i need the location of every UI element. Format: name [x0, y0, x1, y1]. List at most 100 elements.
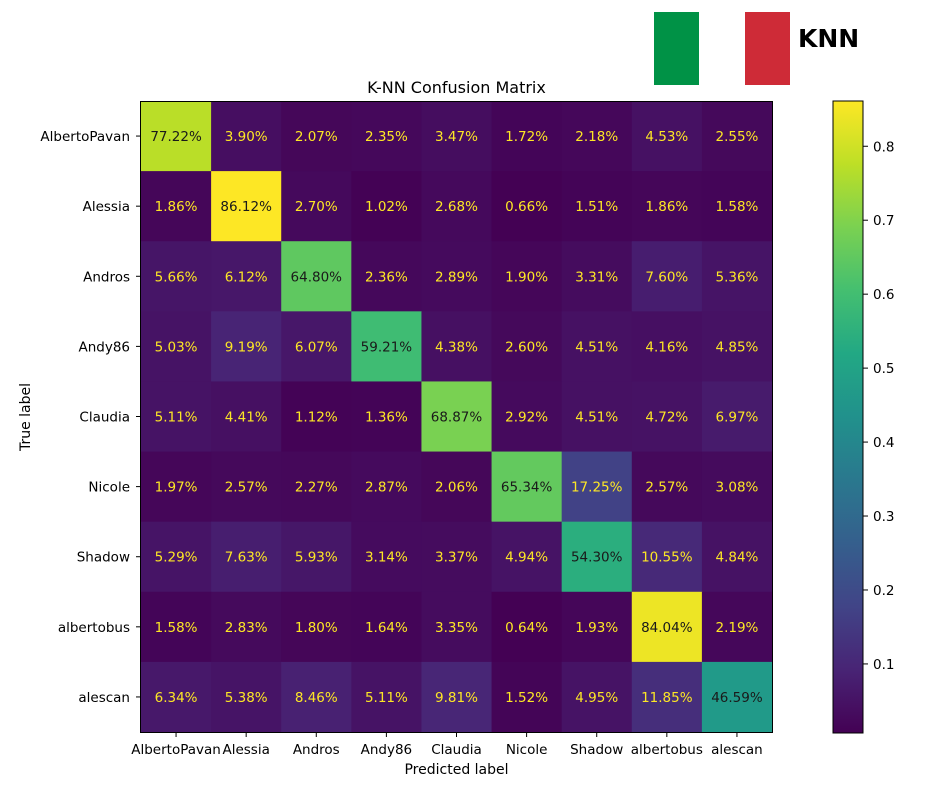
cell-value-label: 6.34% [155, 690, 198, 706]
cell-value-label: 5.11% [365, 690, 408, 706]
cell-value-label: 1.90% [505, 269, 548, 285]
heatmap-cell [211, 311, 282, 382]
heatmap-cell [491, 381, 563, 453]
cell-value-label: 0.64% [505, 620, 548, 636]
colorbar-ticks: 0.1 0.2 0.3 0.4 0.5 0.6 0.7 0.8 [863, 139, 894, 673]
cell-value-label: 2.35% [365, 129, 408, 145]
x-tick-label: Shadow [570, 742, 623, 758]
x-tick-label: Nicole [506, 742, 548, 758]
heatmap-cell [211, 591, 282, 663]
heatmap-cell [351, 661, 422, 733]
cell-value-label: 6.97% [715, 410, 758, 426]
cell-value-label: 4.16% [645, 339, 688, 355]
y-tick-label: albertobus [58, 620, 130, 636]
heatmap-cell [561, 101, 633, 172]
heatmap-cell [281, 171, 352, 242]
heatmap-cell [141, 311, 212, 382]
cell-value-label: 2.87% [365, 480, 408, 496]
colorbar-tick-label: 0.8 [873, 139, 894, 155]
heatmap-cell [281, 451, 352, 523]
heatmap-cell [631, 101, 703, 172]
y-tick-label: Shadow [77, 550, 130, 566]
y-tick-label: Claudia [79, 410, 130, 426]
heatmap-cell [631, 661, 703, 733]
cell-value-label: 9.81% [435, 690, 478, 706]
heatmap-cell [281, 381, 352, 453]
heatmap-cell [281, 591, 352, 663]
heatmap-cell [281, 661, 352, 733]
heatmap-cell [631, 311, 703, 382]
cell-value-label: 8.46% [295, 690, 338, 706]
colorbar-tick-label: 0.1 [873, 657, 894, 673]
cell-value-label: 2.07% [295, 129, 338, 145]
heatmap-cell [211, 241, 282, 312]
heatmap-cell [421, 311, 493, 382]
cell-value-label: 1.72% [505, 129, 548, 145]
heatmap-cell [141, 591, 212, 663]
cell-value-label: 2.70% [295, 199, 338, 215]
colorbar-tick-label: 0.3 [873, 509, 894, 525]
heatmap-cell [491, 101, 563, 172]
cell-value-label: 5.11% [155, 410, 198, 426]
heatmap-cell [421, 451, 493, 523]
cell-value-label: 4.94% [505, 550, 548, 566]
cell-value-label: 1.86% [645, 199, 688, 215]
y-axis-ticks: AlbertoPavan Alessia Andros Andy86 Claudia Ni… [40, 129, 141, 706]
cell-value-label: 3.08% [715, 480, 758, 496]
cell-value-label: 5.93% [295, 550, 338, 566]
cell-value-label: 2.06% [435, 480, 478, 496]
heatmap-cell [351, 101, 422, 172]
heatmap-cell [421, 591, 493, 663]
heatmap-cell [701, 591, 773, 663]
cell-value-label: 5.38% [225, 690, 268, 706]
cell-value-label: 2.92% [505, 410, 548, 426]
cell-value-label: 2.89% [435, 269, 478, 285]
heatmap-cell [561, 591, 633, 663]
colorbar-tick-label: 0.5 [873, 361, 894, 377]
cell-value-label: 59.21% [361, 339, 413, 355]
y-tick-label: Andy86 [78, 339, 130, 355]
cell-value-label: 11.85% [641, 690, 693, 706]
heatmap-cell [631, 451, 703, 523]
cell-value-label: 46.59% [711, 690, 763, 706]
cell-value-label: 2.18% [575, 129, 618, 145]
heatmap-cells [141, 101, 773, 733]
cell-value-label: 4.51% [575, 410, 618, 426]
heatmap-cell [281, 311, 352, 382]
colorbar-tick-label: 0.7 [873, 213, 894, 229]
heatmap-cell [631, 241, 703, 312]
heatmap-cell [421, 521, 493, 593]
cell-value-label: 1.86% [155, 199, 198, 215]
heatmap-cell [281, 241, 352, 312]
cell-value-label: 65.34% [501, 480, 553, 496]
heatmap-cell [701, 171, 773, 242]
heatmap-cell [561, 521, 633, 593]
cell-value-label: 4.41% [225, 410, 268, 426]
x-tick-label: Alessia [222, 742, 269, 758]
flag-white-band [699, 12, 745, 85]
cell-value-label: 2.57% [225, 480, 268, 496]
colorbar-tick-label: 0.4 [873, 435, 894, 451]
cell-value-label: 5.66% [155, 269, 198, 285]
cell-value-label: 3.37% [435, 550, 478, 566]
cell-value-label: 54.30% [571, 550, 623, 566]
heatmap-cell [141, 171, 212, 242]
heatmap-cell [701, 451, 773, 523]
heatmap-cell [631, 521, 703, 593]
heatmap-cell [351, 591, 422, 663]
cell-value-label: 2.57% [645, 480, 688, 496]
cell-value-label: 2.68% [435, 199, 478, 215]
heatmap-cell [281, 101, 352, 172]
y-tick-label: Andros [83, 269, 130, 285]
cell-value-label: 64.80% [291, 269, 343, 285]
heatmap-cell [351, 241, 422, 312]
heatmap-cell [491, 241, 563, 312]
y-axis-label: True label [18, 383, 34, 452]
heatmap-cell [631, 171, 703, 242]
cell-value-label: 68.87% [431, 410, 483, 426]
cell-value-label: 0.66% [505, 199, 548, 215]
cell-value-label: 1.02% [365, 199, 408, 215]
heatmap-cell [421, 241, 493, 312]
heatmap-cell [211, 521, 282, 593]
